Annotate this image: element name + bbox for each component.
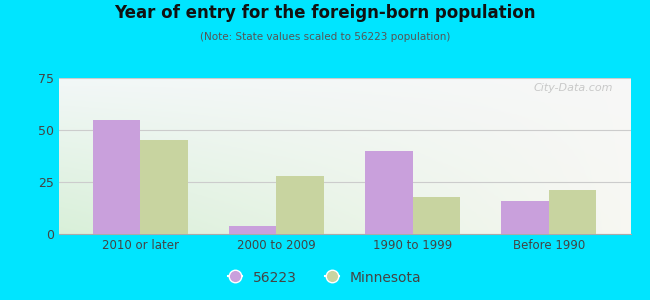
Text: City-Data.com: City-Data.com <box>534 83 614 93</box>
Bar <box>140 140 188 234</box>
Legend: 56223, Minnesota: 56223, Minnesota <box>223 265 427 290</box>
Bar <box>92 120 140 234</box>
Bar <box>229 226 276 234</box>
Bar <box>365 151 413 234</box>
Bar <box>276 176 324 234</box>
Bar <box>549 190 597 234</box>
Bar <box>501 201 549 234</box>
Bar <box>413 196 460 234</box>
Text: Year of entry for the foreign-born population: Year of entry for the foreign-born popul… <box>114 4 536 22</box>
Text: (Note: State values scaled to 56223 population): (Note: State values scaled to 56223 popu… <box>200 32 450 41</box>
